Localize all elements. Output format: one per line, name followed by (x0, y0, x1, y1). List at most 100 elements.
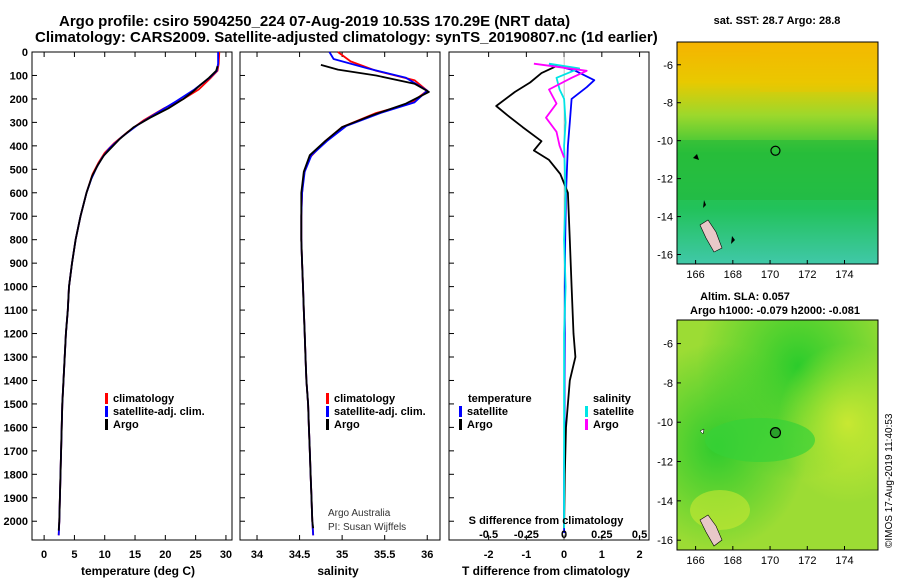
salinity-diff-tick-label: 0.25 (591, 529, 612, 541)
legend-title-salinity: salinity (593, 393, 632, 405)
salinity-x-ticks: 34 34.5 35 35.5 36 (251, 52, 433, 561)
map-x-tick-label: 170 (761, 269, 779, 281)
series-line-climatology (300, 51, 429, 536)
difference-legend: temperature satellite Argo salinity sate… (459, 393, 634, 431)
depth-tick-label: 100 (10, 70, 28, 82)
legend-swatch-satellite (326, 406, 329, 417)
legend-label: Argo (467, 419, 493, 431)
sst-map-title: sat. SST: 28.7 Argo: 28.8 (714, 15, 841, 27)
sst-map-ticks: 166 168 170 172 174 -6 -8 -10 -12 -14 -16 (657, 60, 854, 281)
sst-map: sat. SST: 28.7 Argo: 28.8 166 168 170 172 17… (657, 15, 879, 281)
difference-xlabel-top: S difference from climatology (469, 515, 625, 527)
depth-tick-label: 1300 (4, 352, 28, 364)
depth-tick-label: 800 (10, 235, 28, 247)
map-x-tick-label: 174 (835, 555, 853, 567)
x-tick-label: 15 (129, 549, 141, 561)
map-x-tick-label: 174 (835, 269, 853, 281)
legend-swatch-temp-satellite (459, 406, 462, 417)
sla-map-title: Altim. SLA: 0.057 (700, 291, 790, 303)
temperature-xlabel: temperature (deg C) (81, 564, 195, 578)
salinity-diff-tick-label: -0.25 (514, 529, 539, 541)
temperature-y-ticks: 0 100 200 300 400 500 600 700 800 900 1000 1100 1200… (4, 47, 454, 528)
map-y-tick-label: -10 (657, 417, 673, 429)
sla-map: Altim. SLA: 0.057 Argo h1000: -0.079 h20… (657, 291, 879, 567)
map-y-tick-label: -14 (657, 212, 673, 224)
series-line-temperature-argo (495, 65, 577, 529)
legend-label: Argo (593, 419, 619, 431)
salinity-xlabel: salinity (317, 564, 359, 578)
map-x-tick-label: 168 (724, 269, 742, 281)
depth-tick-label: 400 (10, 141, 28, 153)
salinity-diff-tick-label: 0 (561, 529, 567, 541)
depth-tick-label: 1000 (4, 282, 28, 294)
legend-swatch-climatology (105, 393, 108, 404)
difference-x-ticks: -2 -1 0 1 2 (484, 52, 643, 561)
legend-label: satellite (467, 406, 508, 418)
legend-swatch-temp-argo (459, 419, 462, 430)
x-tick-label: 1 (599, 549, 605, 561)
legend-swatch-sal-satellite (585, 406, 588, 417)
legend-label: satellite-adj. clim. (334, 406, 426, 418)
legend-label: Argo (334, 419, 360, 431)
difference-xlabel: T difference from climatology (462, 564, 630, 578)
depth-tick-label: 1800 (4, 469, 28, 481)
depth-tick-label: 200 (10, 94, 28, 106)
map-x-tick-label: 166 (686, 555, 704, 567)
map-x-tick-label: 170 (761, 555, 779, 567)
legend-swatch-satellite (105, 406, 108, 417)
temperature-legend: climatology satellite-adj. clim. Argo (105, 393, 205, 431)
legend-swatch-argo (105, 419, 108, 430)
temperature-x-ticks: 0 5 10 15 20 25 30 (41, 52, 232, 561)
legend-swatch-argo (326, 419, 329, 430)
salinity-legend: climatology satellite-adj. clim. Argo (326, 393, 426, 431)
map-y-tick-label: -8 (663, 378, 673, 390)
legend-title-temperature: temperature (468, 393, 532, 405)
depth-tick-label: 600 (10, 188, 28, 200)
map-y-tick-label: -10 (657, 136, 673, 148)
legend-label: satellite-adj. clim. (113, 406, 205, 418)
map-y-tick-label: -6 (663, 60, 673, 72)
depth-tick-label: 1900 (4, 493, 28, 505)
map-x-tick-label: 172 (798, 555, 816, 567)
map-y-tick-label: -12 (657, 457, 673, 469)
x-tick-label: 2 (637, 549, 643, 561)
difference-panel: -2 -1 0 1 2 (448, 51, 650, 561)
x-tick-label: 5 (71, 549, 77, 561)
credit-line-1: Argo Australia (328, 508, 391, 519)
x-tick-label: 35 (336, 549, 348, 561)
legend-swatch-climatology (326, 393, 329, 404)
title-line-1: Argo profile: csiro 5904250_224 07-Aug-2… (59, 13, 571, 30)
map-y-tick-label: -8 (663, 98, 673, 110)
x-tick-label: 0 (561, 549, 567, 561)
series-line-argo (57, 65, 219, 531)
map-y-tick-label: -16 (657, 250, 673, 262)
salinity-diff-tick-label: -0.5 (479, 529, 498, 541)
depth-tick-label: 900 (10, 258, 28, 270)
imos-stamp: ©IMOS 17-Aug-2019 11:40:53 (884, 413, 895, 549)
sla-map-argo-marker (769, 427, 782, 439)
legend-label: climatology (113, 393, 175, 405)
temperature-panel: 0100200300400500600700800900100011001200… (4, 47, 454, 561)
depth-tick-label: 1500 (4, 399, 28, 411)
title-line-2: Climatology: CARS2009. Satellite-adjuste… (35, 29, 658, 46)
x-tick-label: -2 (484, 549, 494, 561)
x-tick-label: 35.5 (374, 549, 395, 561)
depth-tick-label: 500 (10, 164, 28, 176)
x-tick-label: 0 (41, 549, 47, 561)
legend-swatch-sal-argo (585, 419, 588, 430)
map-x-tick-label: 166 (686, 269, 704, 281)
map-y-tick-label: -16 (657, 535, 673, 547)
sst-map-argo-marker (770, 145, 781, 156)
series-line-salinity-argo (533, 62, 588, 158)
credit-line-2: PI: Susan Wijffels (328, 522, 406, 533)
difference-lines (495, 52, 596, 540)
legend-label: Argo (113, 419, 139, 431)
series-line-salinity-satellite (548, 62, 581, 529)
x-tick-label: 34 (251, 549, 264, 561)
temperature-lines (57, 51, 221, 536)
salinity-difference-ticks: -0.5 -0.25 0 0.25 0.5 (479, 529, 647, 541)
map-y-tick-label: -12 (657, 174, 673, 186)
depth-tick-label: 1400 (4, 375, 28, 387)
depth-tick-label: 1200 (4, 329, 28, 341)
